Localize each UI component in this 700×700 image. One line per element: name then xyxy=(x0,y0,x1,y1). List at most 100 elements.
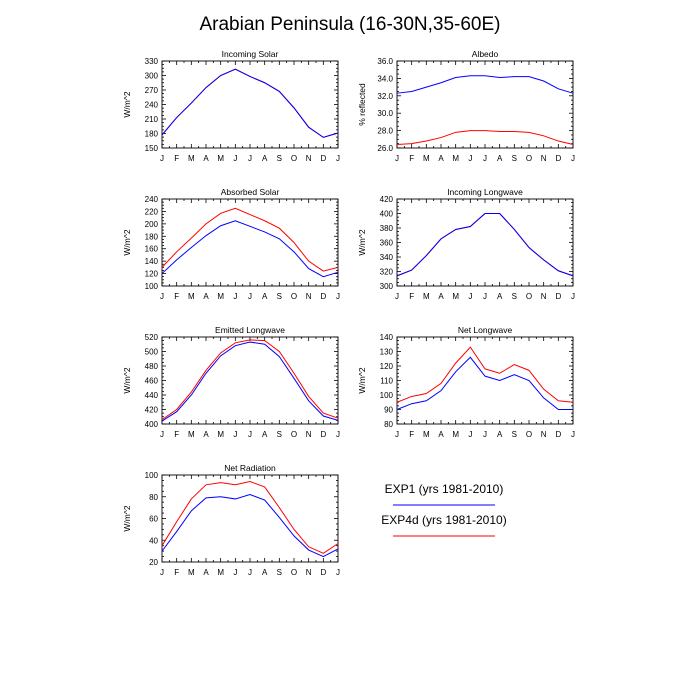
x-tick-label: J xyxy=(395,430,399,439)
y-tick-label: 180 xyxy=(145,130,159,139)
x-tick-label: J xyxy=(483,292,487,301)
y-tick-label: 380 xyxy=(380,224,394,233)
x-tick-label: N xyxy=(541,292,547,301)
series-line-exp4d xyxy=(161,207,339,272)
panel-title: Net Radiation xyxy=(224,463,276,473)
panel-title: Incoming Solar xyxy=(222,49,279,59)
y-tick-label: 270 xyxy=(145,86,159,95)
y-axis-label: W/m^2 xyxy=(122,505,132,531)
y-tick-label: 300 xyxy=(380,282,394,291)
legend: EXP1 (yrs 1981-2010) EXP4d (yrs 1981-201… xyxy=(381,482,507,537)
x-tick-label: M xyxy=(423,430,430,439)
x-tick-label: M xyxy=(188,430,195,439)
x-tick-label: N xyxy=(541,154,547,163)
y-tick-label: 300 xyxy=(145,72,159,81)
x-tick-label: S xyxy=(512,292,517,301)
x-tick-label: O xyxy=(526,292,532,301)
x-tick-label: O xyxy=(291,430,297,439)
y-tick-label: 240 xyxy=(145,195,159,204)
x-tick-label: J xyxy=(483,154,487,163)
y-axis-label: W/m^2 xyxy=(122,91,132,117)
x-tick-label: S xyxy=(277,568,282,577)
y-tick-label: 160 xyxy=(145,245,159,254)
y-tick-label: 32.0 xyxy=(377,92,393,101)
series-line-exp1 xyxy=(396,356,573,410)
y-tick-label: 80 xyxy=(149,493,158,502)
x-tick-label: F xyxy=(174,154,179,163)
x-tick-label: A xyxy=(203,568,209,577)
x-tick-label: A xyxy=(262,568,268,577)
y-tick-label: 90 xyxy=(384,406,393,415)
x-tick-label: A xyxy=(262,292,268,301)
y-tick-label: 150 xyxy=(145,144,159,153)
x-tick-label: M xyxy=(188,568,195,577)
series-line-exp1 xyxy=(396,75,574,94)
y-axis-label: W/m^2 xyxy=(122,367,132,393)
x-tick-label: S xyxy=(277,154,282,163)
x-tick-label: J xyxy=(248,154,252,163)
x-tick-label: M xyxy=(188,292,195,301)
x-tick-label: J xyxy=(160,292,164,301)
y-tick-label: 26.0 xyxy=(377,144,393,153)
x-tick-label: M xyxy=(217,568,224,577)
y-tick-label: 320 xyxy=(380,268,394,277)
x-tick-label: J xyxy=(468,430,472,439)
y-tick-label: 140 xyxy=(145,257,159,266)
x-tick-label: A xyxy=(438,154,444,163)
panel-title: Albedo xyxy=(472,49,499,59)
y-tick-label: 34.0 xyxy=(377,74,393,83)
series-line-exp4d xyxy=(161,339,339,421)
y-tick-label: 120 xyxy=(380,362,394,371)
x-tick-label: J xyxy=(395,154,399,163)
x-tick-label: F xyxy=(409,430,414,439)
y-tick-label: 120 xyxy=(145,270,159,279)
x-tick-label: M xyxy=(188,154,195,163)
x-tick-label: D xyxy=(320,430,326,439)
series-line-exp4d xyxy=(161,480,339,554)
x-tick-label: A xyxy=(203,154,209,163)
x-tick-label: S xyxy=(512,430,517,439)
x-tick-label: J xyxy=(336,154,340,163)
x-tick-label: A xyxy=(438,292,444,301)
x-tick-label: N xyxy=(306,292,312,301)
x-tick-label: D xyxy=(320,568,326,577)
y-tick-label: 240 xyxy=(145,101,159,110)
y-tick-label: 360 xyxy=(380,239,394,248)
x-tick-label: D xyxy=(555,430,561,439)
x-tick-label: M xyxy=(423,292,430,301)
legend-label-exp4d: EXP4d (yrs 1981-2010) xyxy=(381,513,506,527)
x-tick-label: J xyxy=(160,430,164,439)
x-tick-label: J xyxy=(160,154,164,163)
x-tick-label: J xyxy=(571,154,575,163)
x-tick-label: S xyxy=(512,154,517,163)
x-tick-label: M xyxy=(452,292,459,301)
series-line-exp1 xyxy=(161,494,339,558)
x-tick-label: O xyxy=(291,292,297,301)
y-tick-label: 100 xyxy=(380,391,394,400)
y-tick-label: 36.0 xyxy=(377,57,393,66)
series-line-exp1 xyxy=(161,341,339,422)
y-axis-label: W/m^2 xyxy=(357,229,367,255)
y-tick-label: 20 xyxy=(149,558,158,567)
y-tick-label: 400 xyxy=(380,210,394,219)
y-tick-label: 30.0 xyxy=(377,109,393,118)
x-tick-label: A xyxy=(262,154,268,163)
y-tick-label: 200 xyxy=(145,220,159,229)
panel-title: Absorbed Solar xyxy=(221,187,280,197)
x-tick-label: A xyxy=(203,430,209,439)
x-tick-label: F xyxy=(174,292,179,301)
y-tick-label: 420 xyxy=(145,406,159,415)
panel-title: Incoming Longwave xyxy=(447,187,523,197)
legend-label-exp1: EXP1 (yrs 1981-2010) xyxy=(385,482,504,496)
x-tick-label: J xyxy=(233,292,237,301)
y-tick-label: 520 xyxy=(145,333,159,342)
x-tick-label: O xyxy=(291,154,297,163)
